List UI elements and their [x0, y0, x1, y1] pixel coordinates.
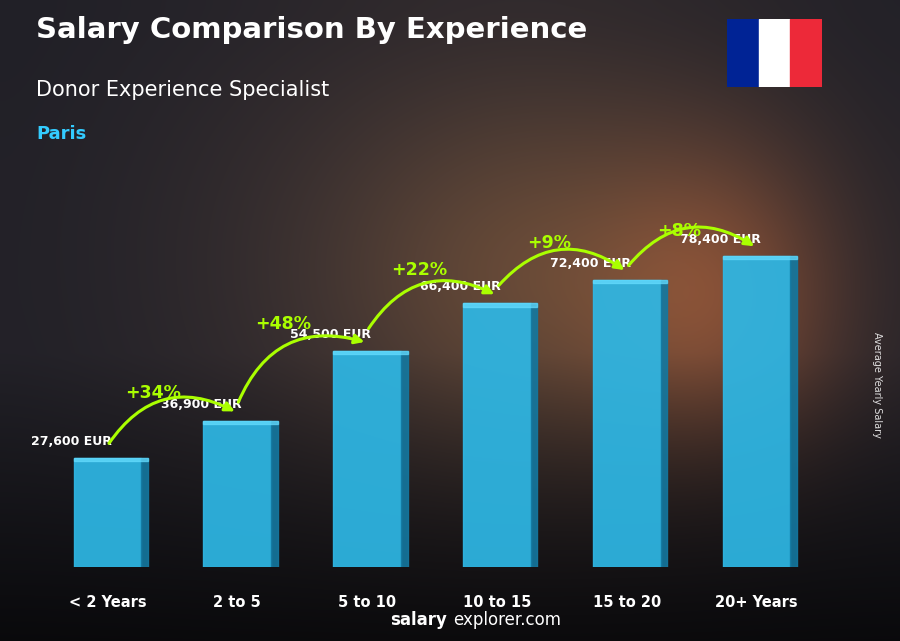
Bar	[203, 420, 271, 567]
Text: < 2 Years: < 2 Years	[68, 595, 146, 610]
Text: 10 to 15: 10 to 15	[463, 595, 531, 610]
Text: 27,600 EUR: 27,600 EUR	[31, 435, 112, 447]
Bar	[141, 458, 148, 567]
Bar	[593, 279, 661, 567]
Text: +8%: +8%	[657, 222, 701, 240]
Text: explorer.com: explorer.com	[453, 612, 561, 629]
Bar	[400, 351, 408, 567]
Text: 36,900 EUR: 36,900 EUR	[160, 397, 241, 411]
Bar	[759, 19, 790, 87]
Text: 66,400 EUR: 66,400 EUR	[420, 281, 501, 294]
Bar	[661, 279, 667, 567]
Bar	[790, 256, 797, 567]
Text: Average Yearly Salary: Average Yearly Salary	[872, 331, 883, 438]
Text: Paris: Paris	[36, 125, 86, 143]
Bar	[203, 420, 278, 424]
Bar	[531, 303, 537, 567]
Text: 78,400 EUR: 78,400 EUR	[680, 233, 760, 246]
Text: 15 to 20: 15 to 20	[592, 595, 661, 610]
Text: +22%: +22%	[391, 261, 447, 279]
Bar	[333, 351, 408, 354]
Bar	[723, 256, 797, 259]
Bar	[464, 303, 531, 567]
Text: Salary Comparison By Experience: Salary Comparison By Experience	[36, 16, 587, 44]
Text: +9%: +9%	[526, 234, 571, 252]
Bar	[723, 256, 790, 567]
Text: Donor Experience Specialist: Donor Experience Specialist	[36, 80, 329, 100]
Bar	[271, 420, 278, 567]
Text: 5 to 10: 5 to 10	[338, 595, 396, 610]
Text: 54,500 EUR: 54,500 EUR	[290, 328, 371, 341]
Text: +34%: +34%	[125, 384, 181, 402]
Bar	[464, 303, 537, 306]
Text: salary: salary	[391, 612, 447, 629]
Bar	[333, 351, 400, 567]
Bar	[74, 458, 148, 461]
Bar	[593, 279, 667, 283]
Text: 72,400 EUR: 72,400 EUR	[550, 256, 631, 270]
Text: +48%: +48%	[255, 315, 310, 333]
Text: 2 to 5: 2 to 5	[213, 595, 261, 610]
Bar	[727, 19, 759, 87]
Text: 20+ Years: 20+ Years	[716, 595, 798, 610]
Bar	[790, 19, 822, 87]
Bar	[74, 458, 141, 567]
